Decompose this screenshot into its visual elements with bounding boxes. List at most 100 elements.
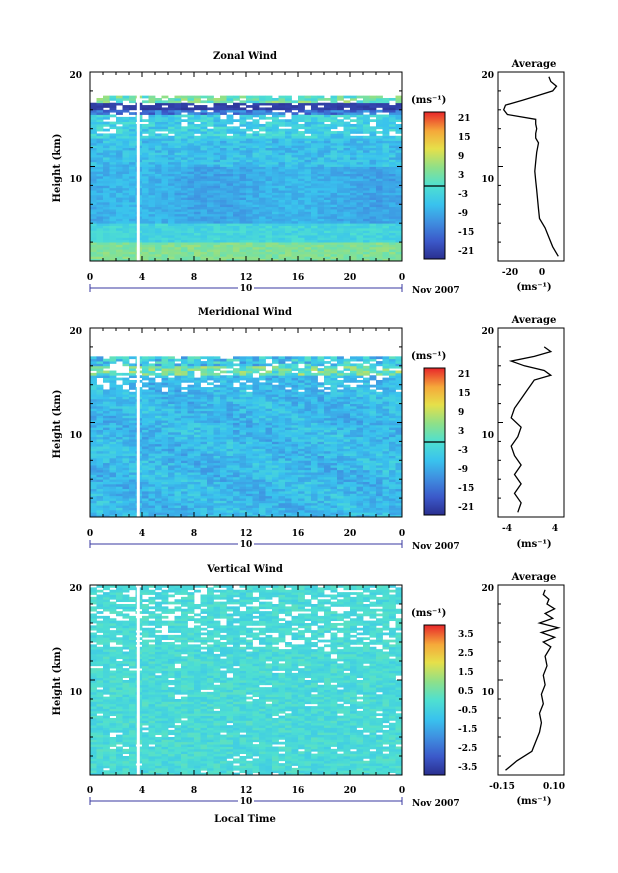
heatmap-cell — [213, 505, 221, 508]
heatmap-cell — [129, 512, 136, 516]
heatmap-cell — [239, 197, 247, 200]
heatmap-cell — [207, 481, 214, 485]
heatmap-cell — [122, 246, 130, 250]
heatmap-cell — [213, 394, 221, 397]
heatmap-cell — [259, 154, 266, 158]
heatmap-cell — [278, 107, 286, 111]
heatmap-cell — [142, 190, 149, 193]
heatmap-cell — [298, 227, 305, 231]
heatmap-cell — [239, 164, 247, 167]
heatmap-cell — [109, 142, 117, 146]
heatmap-cell — [311, 201, 318, 205]
heatmap-cell — [233, 225, 240, 229]
heatmap-cell — [272, 223, 279, 226]
heatmap-cell — [213, 123, 221, 127]
heatmap-cell — [122, 514, 130, 518]
heatmap-cell — [142, 403, 149, 407]
heatmap-cell — [213, 206, 221, 210]
heatmap-cell — [265, 190, 273, 193]
heatmap-cell — [161, 220, 169, 224]
heatmap-cell — [168, 436, 175, 440]
heatmap-cell — [376, 187, 383, 191]
heatmap-cell — [311, 97, 318, 101]
heatmap-cell — [116, 135, 123, 139]
heatmap-cell — [246, 488, 253, 492]
heatmap-cell — [181, 486, 188, 490]
heatmap-cell — [174, 488, 182, 492]
heatmap-cell — [207, 382, 214, 386]
heatmap-cell — [291, 209, 299, 212]
heatmap-cell — [226, 441, 234, 445]
heatmap-cell — [213, 417, 221, 421]
heatmap-cell — [395, 131, 403, 134]
heatmap-cell — [252, 166, 260, 170]
heatmap-cell — [278, 209, 286, 212]
heatmap-cell — [272, 239, 279, 243]
heatmap-cell — [311, 246, 318, 250]
heatmap-cell — [213, 105, 221, 108]
heatmap-cell — [304, 183, 312, 186]
heatmap-cell — [103, 114, 110, 118]
heatmap-cell — [109, 192, 117, 196]
heatmap-cell — [116, 441, 123, 445]
heatmap-cell — [181, 204, 188, 208]
heatmap-cell — [207, 462, 214, 466]
heatmap-cell — [356, 232, 364, 236]
heatmap-cell — [226, 453, 234, 456]
heatmap-cell — [226, 161, 234, 165]
heatmap-cell — [122, 379, 130, 383]
heatmap-cell — [239, 507, 247, 511]
heatmap-cell — [356, 190, 364, 193]
heatmap-cell — [148, 424, 156, 428]
heatmap-cell — [220, 197, 227, 200]
heatmap-cell — [109, 375, 117, 379]
heatmap-cell — [389, 173, 396, 177]
heatmap-cell — [155, 138, 162, 141]
heatmap-cell — [181, 476, 188, 480]
heatmap-cell — [161, 109, 169, 113]
heatmap-cell — [265, 95, 273, 99]
heatmap-cell — [226, 469, 234, 473]
heatmap-cell — [155, 476, 162, 480]
heatmap-cell — [350, 159, 357, 163]
heatmap-cell — [304, 114, 312, 118]
heatmap-cell — [96, 244, 104, 248]
heatmap-cell — [129, 498, 136, 501]
heatmap-cell — [90, 246, 97, 250]
heatmap-cell — [226, 502, 234, 506]
heatmap-cell — [252, 483, 260, 487]
heatmap-cell — [155, 107, 162, 111]
heatmap-cell — [168, 175, 175, 179]
heatmap-cell — [96, 365, 104, 369]
heatmap-cell — [96, 415, 104, 419]
heatmap-cell — [324, 194, 331, 198]
heatmap-cell — [194, 220, 201, 224]
heatmap-cell — [168, 237, 175, 241]
heatmap-cell — [142, 192, 149, 196]
heatmap-cell — [168, 368, 175, 371]
heatmap-cell — [389, 123, 396, 127]
heatmap-cell — [220, 420, 227, 423]
x-tick: 12 — [240, 273, 253, 283]
heatmap-cell — [337, 147, 344, 151]
heatmap-cell — [200, 420, 208, 423]
heatmap-cell — [376, 235, 383, 238]
heatmap-cell — [200, 116, 208, 120]
heatmap-cell — [181, 126, 188, 130]
heatmap-cell — [187, 488, 195, 492]
heatmap-cell — [207, 121, 214, 125]
heatmap-cell — [148, 138, 156, 141]
heatmap-cell — [148, 213, 156, 217]
heatmap-cell — [148, 199, 156, 203]
heatmap-cell — [265, 183, 273, 186]
heatmap-cell — [200, 410, 208, 414]
heatmap-cell — [376, 199, 383, 203]
heatmap-cell — [90, 199, 97, 203]
heatmap-cell — [109, 244, 117, 248]
heatmap-cell — [213, 450, 221, 454]
heatmap-cell — [168, 100, 175, 104]
heatmap-cell — [246, 112, 253, 115]
heatmap-cell — [161, 187, 169, 191]
heatmap-cell — [181, 235, 188, 238]
heatmap-cell — [200, 164, 208, 167]
